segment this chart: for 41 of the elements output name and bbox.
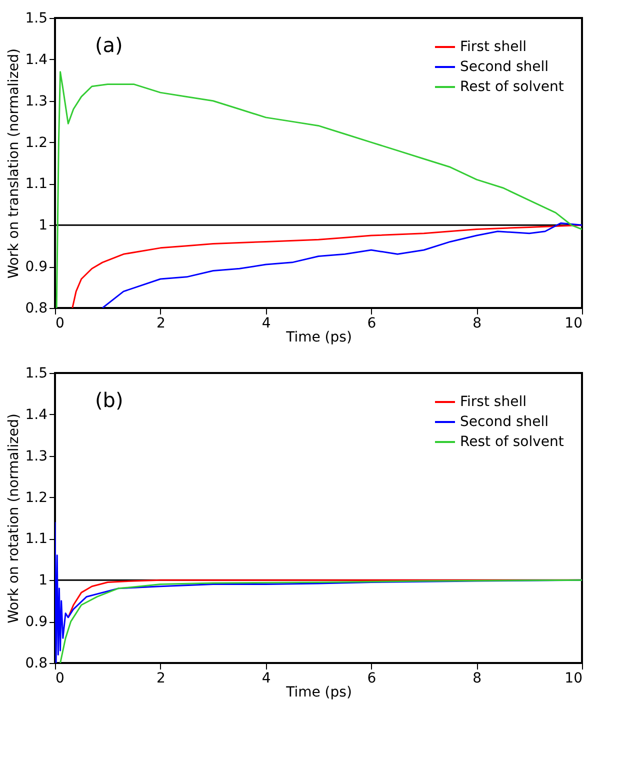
y-tick-label: 1.2 [25, 134, 48, 151]
legend-label: Second shell [460, 59, 549, 75]
x-tick-label: 6 [367, 670, 376, 686]
x-tick-label: 10 [564, 670, 582, 686]
y-tick-label: 1.5 [25, 10, 48, 26]
y-tick-label: 1.4 [25, 406, 48, 423]
annotation: (b) [95, 388, 124, 412]
y-axis-title: Work on translation (normalized) [6, 48, 22, 279]
x-tick-label: 6 [367, 316, 376, 332]
y-tick-label: 0.8 [25, 300, 48, 316]
x-axis-title: Time (ps) [285, 684, 352, 700]
y-tick-label: 1.3 [25, 93, 48, 110]
line-series [60, 579, 582, 663]
x-tick-label: 0 [56, 316, 64, 332]
x-tick-label: 4 [262, 316, 271, 332]
x-tick-label: 8 [472, 670, 482, 686]
x-tick-label: 10 [564, 316, 582, 332]
x-tick-label: 2 [156, 316, 166, 332]
x-axis-title: Time (ps) [285, 330, 352, 346]
y-tick-label: 1.3 [25, 448, 48, 464]
legend-label: Second shell [460, 414, 549, 430]
x-tick-label: 8 [472, 316, 482, 332]
legend-label: Rest of solvent [460, 79, 564, 95]
y-tick-label: 0.9 [25, 259, 48, 276]
y-tick-label: 1.4 [25, 52, 48, 68]
legend-label: First shell [460, 394, 526, 410]
legend-label: First shell [460, 39, 526, 55]
y-tick-label: 1.5 [25, 366, 48, 382]
y-tick-label: 0.9 [25, 614, 48, 630]
y-tick-label: 1 [38, 572, 48, 589]
y-tick-label: 1.2 [25, 490, 48, 506]
y-tick-label: 1.1 [25, 176, 48, 192]
y-tick-label: 0.8 [25, 656, 48, 672]
legend-label: Rest of solvent [460, 434, 564, 450]
y-axis-title: Work on rotation (normalized) [6, 414, 22, 624]
y-tick-label: 1.1 [25, 531, 48, 548]
x-tick-label: 4 [262, 670, 271, 686]
y-tick-label: 1 [38, 218, 48, 234]
x-tick-label: 2 [156, 670, 166, 686]
x-tick-label: 0 [56, 670, 64, 686]
annotation: (a) [95, 33, 123, 57]
